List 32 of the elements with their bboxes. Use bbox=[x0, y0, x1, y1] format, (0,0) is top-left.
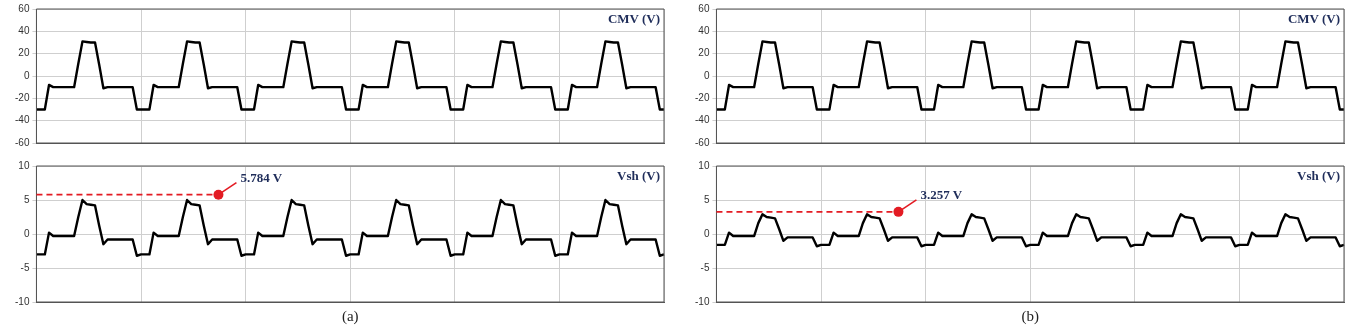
y-tick-label: 60 bbox=[698, 2, 710, 14]
y-tick-label: 20 bbox=[18, 47, 30, 59]
y-tick-label: 0 bbox=[703, 69, 710, 81]
y-tick-label: -40 bbox=[695, 114, 710, 126]
y-tick-label: -10 bbox=[15, 295, 30, 307]
y-tick-label: 40 bbox=[698, 25, 710, 37]
chart-title: CMV (V) bbox=[607, 10, 660, 26]
y-tick-label: 0 bbox=[703, 227, 710, 239]
y-tick-label: 40 bbox=[18, 25, 30, 37]
x-axis-title: (b) bbox=[1021, 307, 1039, 325]
y-tick-label: -40 bbox=[15, 114, 30, 126]
x-axis-title: (a) bbox=[341, 307, 359, 325]
y-tick-label: -20 bbox=[695, 92, 710, 104]
y-tick-label: -60 bbox=[15, 136, 30, 148]
y-tick-label: -5 bbox=[700, 261, 710, 273]
y-tick-label: -10 bbox=[695, 295, 710, 307]
y-tick-label: 5 bbox=[23, 193, 30, 205]
ref-line-label: 3.257 V bbox=[920, 187, 963, 203]
chart-title: Vsh (V) bbox=[1297, 167, 1340, 183]
y-tick-label: 0 bbox=[23, 69, 30, 81]
y-tick-label: -20 bbox=[15, 92, 30, 104]
y-tick-label: -5 bbox=[20, 261, 30, 273]
y-tick-label: 10 bbox=[18, 159, 30, 171]
chart-title: Vsh (V) bbox=[617, 167, 660, 183]
y-tick-label: 60 bbox=[18, 2, 30, 14]
y-tick-label: -60 bbox=[695, 136, 710, 148]
ref-line-label: 5.784 V bbox=[240, 170, 283, 186]
y-tick-label: 20 bbox=[698, 47, 710, 59]
chart-title: CMV (V) bbox=[1287, 10, 1340, 26]
y-tick-label: 10 bbox=[698, 159, 710, 171]
y-tick-label: 0 bbox=[23, 227, 30, 239]
y-tick-label: 5 bbox=[703, 193, 710, 205]
